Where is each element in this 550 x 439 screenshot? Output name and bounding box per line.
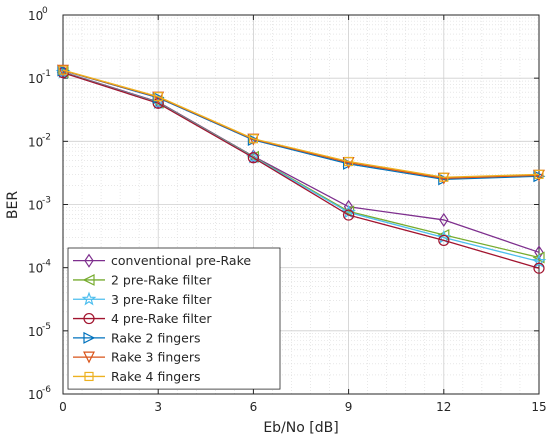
legend-entry: Rake 2 fingers (73, 330, 201, 345)
legend-entry: Rake 3 fingers (73, 350, 201, 365)
y-tick-exponent: -4 (42, 259, 51, 269)
series-line (62, 69, 540, 178)
series-7 (58, 65, 544, 182)
y-tick-exponent: -2 (42, 132, 51, 142)
y-tick-base: 10 (28, 325, 43, 339)
legend-label: Rake 2 fingers (111, 330, 201, 345)
data-point (247, 152, 259, 164)
y-tick-exponent: -5 (42, 322, 51, 332)
x-axis-label: Eb/No [dB] (263, 420, 338, 436)
legend-marker (84, 253, 94, 268)
legend-label: 3 pre-Rake filter (111, 292, 212, 307)
y-tick-base: 10 (28, 199, 43, 213)
y-tick-label: 10-2 (28, 132, 51, 149)
y-tick-label: 100 (28, 6, 48, 23)
series-line (62, 69, 540, 179)
data-point (153, 92, 163, 102)
data-point (439, 172, 449, 182)
y-tick-exponent: -1 (42, 69, 51, 79)
y-tick-label: 10-5 (28, 322, 51, 339)
y-tick-exponent: -3 (42, 196, 51, 206)
legend-marker (81, 291, 97, 306)
data-point (533, 262, 545, 274)
legend-label: 2 pre-Rake filter (111, 272, 212, 287)
y-tick-base: 10 (28, 9, 43, 23)
x-tick-label: 12 (436, 400, 451, 414)
y-tick-exponent: -6 (42, 385, 51, 395)
y-axis-label: BER (5, 191, 21, 219)
y-tick-base: 10 (28, 388, 43, 402)
series-line (62, 69, 540, 181)
legend-entry: 3 pre-Rake filter (73, 291, 212, 307)
y-tick-base: 10 (28, 262, 43, 276)
y-tick-exponent: 0 (42, 6, 48, 16)
y-tick-base: 10 (28, 135, 43, 149)
x-tick-label: 6 (250, 400, 258, 414)
series-line (62, 71, 540, 253)
series-6 (57, 64, 545, 185)
data-point (344, 156, 354, 167)
data-point (248, 134, 258, 144)
legend-marker (83, 331, 96, 344)
series-line (62, 71, 540, 263)
legend: conventional pre-Rake 2 pre-Rake filter 3 … (67, 247, 281, 390)
legend-label: Rake 3 fingers (111, 350, 201, 365)
x-tick-label: 9 (345, 400, 353, 414)
legend-marker (82, 273, 95, 286)
legend-entry: 4 pre-Rake filter (73, 311, 212, 326)
y-tick-label: 10-6 (28, 385, 51, 402)
y-tick-label: 10-4 (28, 259, 51, 276)
data-point (57, 64, 70, 77)
legend-marker (83, 351, 95, 364)
legend-label: Rake 4 fingers (111, 369, 201, 384)
data-point (534, 169, 544, 179)
data-point (58, 65, 68, 75)
legend-marker (84, 371, 94, 382)
y-tick-label: 10-3 (28, 196, 51, 213)
series-line (62, 72, 540, 269)
x-tick-label: 0 (59, 400, 67, 414)
data-point (439, 212, 449, 228)
legend-entry: 2 pre-Rake filter (73, 272, 212, 287)
series-4 (57, 67, 545, 274)
y-tick-label: 10-1 (28, 69, 51, 86)
x-tick-label: 3 (154, 400, 162, 414)
data-point (534, 245, 544, 260)
series-lines (55, 64, 547, 274)
legend-label: 4 pre-Rake filter (111, 311, 212, 326)
legend-entry: Rake 4 fingers (73, 369, 201, 384)
data-point (343, 209, 355, 221)
series-2 (56, 66, 545, 264)
x-tick-label: 15 (531, 400, 546, 414)
legend-label: conventional pre-Rake (111, 253, 251, 268)
x-tick-labels: 0 3 6 9 12 15 (59, 400, 546, 414)
legend-entry: conventional pre-Rake (73, 253, 251, 268)
legend-marker (83, 312, 95, 325)
y-tick-base: 10 (28, 72, 43, 86)
data-point (531, 253, 547, 268)
data-point (438, 234, 450, 247)
